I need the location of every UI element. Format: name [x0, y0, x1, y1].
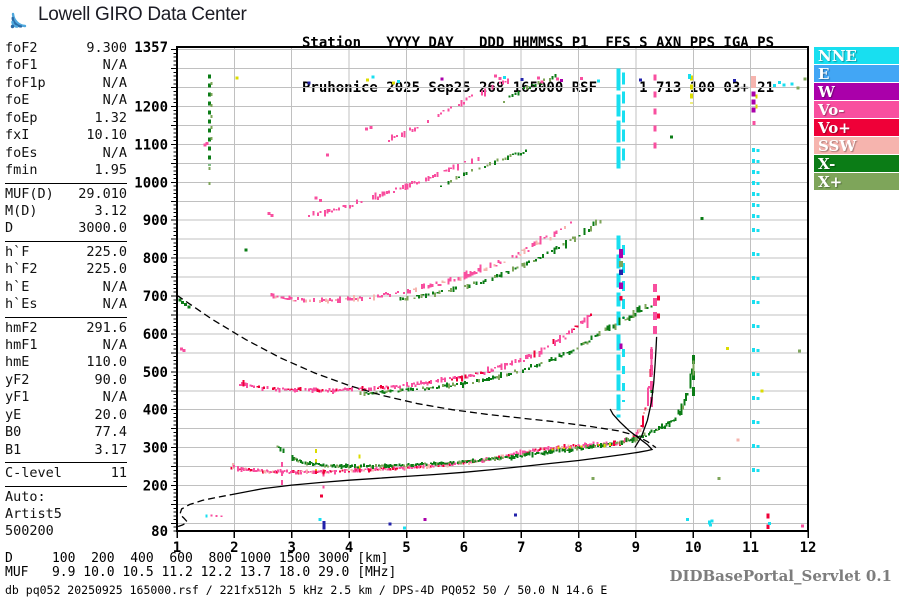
svg-text:500: 500	[143, 365, 168, 381]
page-title: Lowell GIRO Data Center	[38, 4, 247, 25]
param-separator	[5, 182, 127, 184]
param-row: B1 3.17	[5, 441, 127, 458]
param-row: C-level 11	[5, 465, 127, 482]
param-row: M(D) 3.12	[5, 202, 127, 219]
muf-row: MUF 9.9 10.0 10.5 11.2 12.2 13.7 18.0 29…	[5, 565, 397, 580]
svg-text:1200: 1200	[134, 100, 168, 116]
param-row: foE N/A	[5, 92, 127, 109]
legend-item: E	[814, 65, 899, 83]
distance-row: D 100 200 400 600 800 1000 1500 3000 [km…	[5, 551, 389, 566]
svg-text:700: 700	[143, 289, 168, 305]
svg-text:600: 600	[143, 327, 168, 343]
param-row: hmF1 N/A	[5, 337, 127, 353]
svg-text:5: 5	[402, 540, 410, 556]
param-separator	[5, 462, 127, 464]
svg-text:1357: 1357	[134, 40, 168, 56]
param-row: yE 20.0	[5, 406, 127, 423]
svg-text:2: 2	[230, 540, 238, 556]
param-row: h`Es N/A	[5, 296, 127, 313]
legend-item: Vo-	[814, 101, 899, 119]
svg-text:12: 12	[800, 540, 817, 556]
param-row: MUF(D) 29.010	[5, 185, 127, 202]
param-row: yF2 90.0	[5, 371, 127, 388]
param-row: foEp 1.32	[5, 109, 127, 126]
svg-text:10: 10	[685, 540, 702, 556]
svg-text:6: 6	[460, 540, 468, 556]
svg-text:80: 80	[151, 524, 168, 540]
giro-logo-icon	[10, 12, 27, 29]
svg-text:900: 900	[143, 213, 168, 229]
svg-text:1000: 1000	[134, 175, 168, 191]
param-row: yF1 N/A	[5, 389, 127, 406]
legend-item: Vo+	[814, 119, 899, 137]
param-row: h`F 225.0	[5, 243, 127, 260]
svg-text:4: 4	[345, 540, 353, 556]
svg-text:3: 3	[287, 540, 295, 556]
legend-item: X-	[814, 155, 899, 173]
param-separator	[5, 485, 127, 487]
parameter-panel: foF2 9.300 foF1 N/A foF1p N/A foE N/A foEp 1.32 fx…	[5, 40, 129, 541]
param-row: fxI 10.10	[5, 127, 127, 144]
legend-item: SSW	[814, 137, 899, 155]
param-row: foF1p N/A	[5, 74, 127, 91]
param-separator	[5, 240, 127, 242]
autoscaling-label: Auto:	[5, 488, 46, 505]
param-row: foF1 N/A	[5, 57, 127, 74]
svg-text:9: 9	[632, 540, 640, 556]
measurement-status-line: db pq052 20250925 165000.rsf / 221fx512h…	[5, 583, 608, 597]
param-separator	[5, 316, 127, 318]
servlet-version-label: DIDBasePortal_Servlet 0.1	[669, 567, 892, 585]
param-row: fmin 1.95	[5, 162, 127, 179]
legend-item: NNE	[814, 47, 899, 65]
param-row: D 3000.0	[5, 220, 127, 237]
param-row: h`F2 225.0	[5, 261, 127, 278]
param-row: hmE 110.0	[5, 354, 127, 371]
svg-text:8: 8	[574, 540, 582, 556]
param-row: foF2 9.300	[5, 40, 127, 56]
svg-text:1: 1	[173, 540, 181, 556]
svg-text:7: 7	[517, 540, 525, 556]
svg-text:11: 11	[742, 540, 759, 556]
autoscaling-label: 500200	[5, 523, 54, 540]
direction-legend: NNE E W Vo- Vo+ SSW X- X+	[814, 47, 899, 191]
svg-text:800: 800	[143, 251, 168, 267]
param-row: foEs N/A	[5, 144, 127, 161]
autoscaling-label: Artist5	[5, 505, 62, 522]
legend-item: W	[814, 83, 899, 101]
svg-text:1100: 1100	[134, 137, 168, 153]
svg-text:300: 300	[143, 441, 168, 457]
svg-text:400: 400	[143, 403, 168, 419]
param-row: h`E N/A	[5, 278, 127, 295]
param-row: hmF2 291.6	[5, 319, 127, 336]
svg-text:200: 200	[143, 479, 168, 495]
legend-item: X+	[814, 173, 899, 191]
param-row: B0 77.4	[5, 424, 127, 441]
